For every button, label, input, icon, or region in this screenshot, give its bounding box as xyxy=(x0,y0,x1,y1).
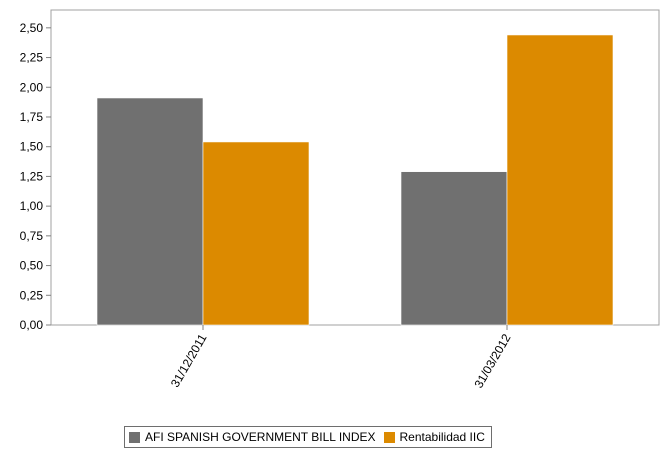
bar-series-1-2 xyxy=(400,171,508,326)
legend-item-series-2: Rentabilidad IIC xyxy=(383,430,485,444)
y-tick-label: 0,25 xyxy=(20,288,44,302)
x-tick-label: 31/12/2011 xyxy=(168,331,210,390)
bar-chart: 0,00 0,25 0,50 0,75 1,00 1,25 1,50 1,75 2,00 2,25… xyxy=(20,9,660,391)
legend: AFI SPANISH GOVERNMENT BILL INDEX Rentab… xyxy=(124,426,492,448)
legend-label-series-2: Rentabilidad IIC xyxy=(399,430,485,444)
y-tick-label: 0,00 xyxy=(20,318,44,332)
bar-series-2-1 xyxy=(202,141,310,326)
y-tick-label: 2,50 xyxy=(20,21,44,35)
y-tick-label: 1,50 xyxy=(20,140,44,154)
y-tick-label: 1,00 xyxy=(20,199,44,213)
legend-label-series-1: AFI SPANISH GOVERNMENT BILL INDEX xyxy=(145,430,376,444)
x-tick-label: 31/03/2012 xyxy=(471,331,513,390)
y-tick-label: 2,25 xyxy=(20,51,44,65)
y-tick-label: 2,00 xyxy=(20,80,44,94)
legend-swatch-series-2 xyxy=(383,431,395,443)
legend-swatch-series-1 xyxy=(129,431,140,443)
y-tick-label: 0,50 xyxy=(20,259,44,273)
bar-series-1-1 xyxy=(96,97,204,326)
y-tick-label: 0,75 xyxy=(20,229,44,243)
legend-item-series-1: AFI SPANISH GOVERNMENT BILL INDEX xyxy=(129,430,376,444)
y-tick-label: 1,75 xyxy=(20,110,44,124)
y-tick-label: 1,25 xyxy=(20,169,44,183)
bar-series-2-2 xyxy=(506,34,614,326)
